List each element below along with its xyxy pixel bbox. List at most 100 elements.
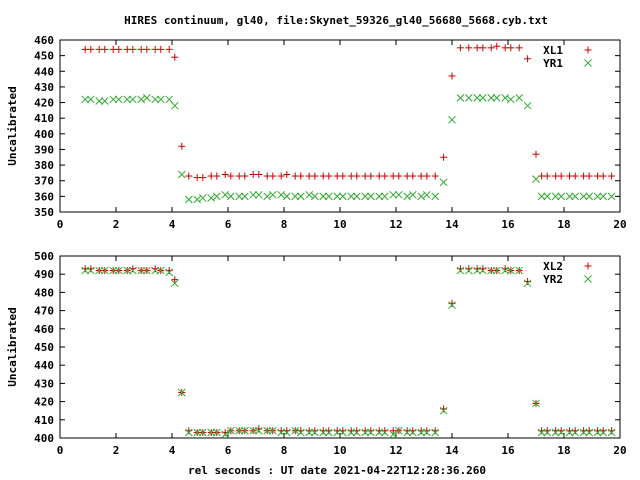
data-point xyxy=(439,406,448,415)
data-point xyxy=(207,428,216,437)
data-point xyxy=(296,428,305,437)
x-tick-label: 16 xyxy=(501,444,515,457)
data-point xyxy=(347,428,356,437)
y-tick-label: 500 xyxy=(34,250,54,263)
y-axis-label: Uncalibrated xyxy=(6,86,19,165)
data-point xyxy=(184,428,193,437)
x-tick-label: 14 xyxy=(445,218,459,231)
y-tick-label: 400 xyxy=(34,432,54,445)
x-tick-label: 18 xyxy=(557,444,570,457)
y-tick-label: 420 xyxy=(34,97,54,110)
data-point xyxy=(165,45,173,53)
data-point xyxy=(532,399,540,408)
data-point xyxy=(310,192,319,201)
plot-frame xyxy=(59,39,621,213)
y-tick-label: 450 xyxy=(34,341,54,354)
data-point xyxy=(492,94,501,102)
data-point xyxy=(198,428,207,437)
data-point xyxy=(380,192,389,201)
x-tick-label: 6 xyxy=(225,218,232,231)
data-point xyxy=(543,428,552,437)
data-point xyxy=(352,192,361,201)
data-point xyxy=(198,194,207,202)
data-point xyxy=(408,190,417,199)
data-point xyxy=(579,192,588,201)
data-point xyxy=(608,172,616,180)
data-point xyxy=(551,192,560,201)
data-point xyxy=(184,195,193,204)
data-point xyxy=(114,266,123,275)
data-point xyxy=(478,94,487,102)
data-point xyxy=(171,276,179,284)
data-point xyxy=(128,95,137,104)
data-point xyxy=(571,172,579,180)
data-point xyxy=(235,192,244,201)
data-point xyxy=(277,428,286,437)
data-point xyxy=(282,192,291,201)
data-point xyxy=(422,428,431,437)
data-point xyxy=(86,266,95,275)
data-point xyxy=(431,192,440,201)
x-tick-label: 14 xyxy=(445,444,459,457)
y-tick-label: 360 xyxy=(34,190,54,203)
legend-label: XL2 xyxy=(543,260,563,273)
data-point xyxy=(263,192,272,201)
data-point xyxy=(599,192,608,201)
data-point xyxy=(409,172,417,180)
y-tick-label: 370 xyxy=(34,175,54,188)
x-tick-label: 16 xyxy=(501,218,515,231)
data-point xyxy=(532,175,540,184)
data-point xyxy=(523,101,532,110)
data-point xyxy=(403,192,412,201)
data-point xyxy=(165,268,174,277)
data-point xyxy=(109,95,118,104)
data-point xyxy=(464,266,473,275)
data-point xyxy=(297,172,305,180)
data-point xyxy=(226,192,235,201)
data-point xyxy=(464,94,473,102)
data-point xyxy=(240,426,249,435)
data-point xyxy=(599,172,607,180)
data-point xyxy=(338,428,347,437)
data-point xyxy=(156,95,165,104)
data-point xyxy=(177,388,186,397)
data-point xyxy=(170,279,179,288)
data-point xyxy=(448,301,456,309)
data-point xyxy=(227,172,235,180)
data-point xyxy=(352,428,361,437)
data-point xyxy=(456,44,464,52)
data-point xyxy=(593,192,602,201)
data-point xyxy=(269,172,277,180)
y-tick-label: 410 xyxy=(34,414,54,427)
data-point xyxy=(537,192,546,201)
y-tick-label: 390 xyxy=(34,143,54,156)
data-point xyxy=(333,428,342,437)
data-point xyxy=(305,190,314,199)
data-point xyxy=(213,172,221,180)
data-point xyxy=(255,170,263,178)
data-point xyxy=(123,266,132,275)
data-point xyxy=(170,101,179,110)
data-point xyxy=(381,172,389,180)
x-tick-label: 12 xyxy=(389,444,402,457)
x-tick-label: 2 xyxy=(113,218,120,231)
data-point xyxy=(305,428,314,437)
x-tick-label: 4 xyxy=(169,444,176,457)
data-point xyxy=(565,192,574,201)
data-point xyxy=(249,426,258,435)
data-point xyxy=(423,172,431,180)
chart-title: HIRES continuum, gl40, file:Skynet_59326… xyxy=(124,14,548,27)
data-point xyxy=(395,172,403,180)
data-point xyxy=(324,428,333,437)
data-point xyxy=(193,195,202,204)
data-point xyxy=(487,266,496,275)
x-tick-label: 20 xyxy=(613,218,626,231)
x-tick-label: 18 xyxy=(557,218,570,231)
data-point xyxy=(375,428,384,437)
data-point xyxy=(408,428,417,437)
y-tick-label: 460 xyxy=(34,323,54,336)
x-tick-label: 6 xyxy=(225,444,232,457)
data-point xyxy=(456,266,465,275)
data-point xyxy=(417,192,426,201)
